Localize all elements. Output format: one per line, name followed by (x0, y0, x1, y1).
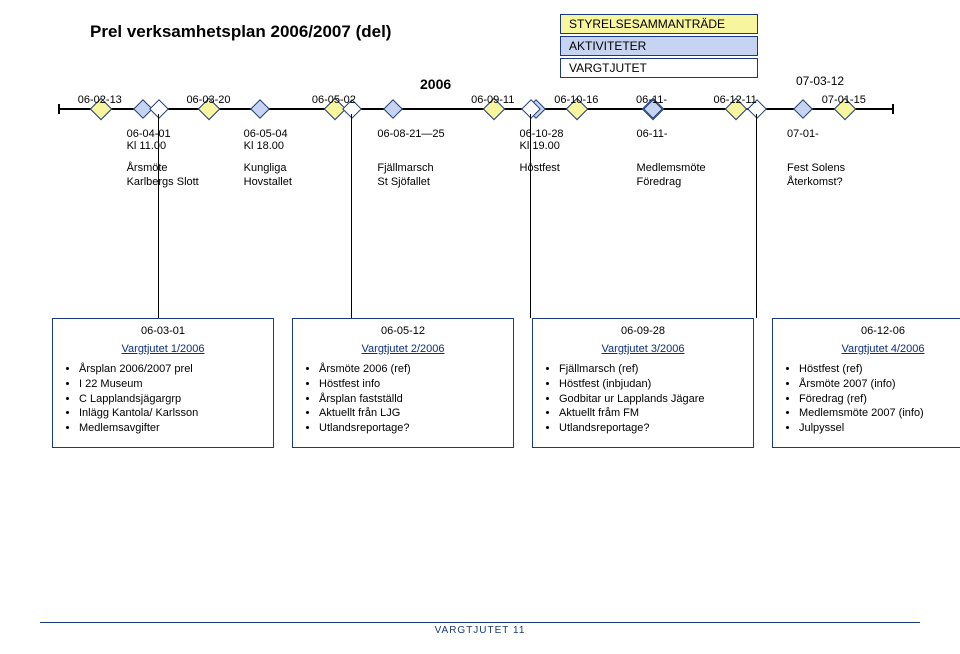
timeline-end-right (892, 104, 894, 114)
timeline-label: 06-11- (622, 94, 682, 106)
panel-list: Årsmöte 2006 (ref)Höstfest infoÅrsplan f… (303, 363, 503, 436)
timeline-activity: 06-10-28Kl 19.00 Höstfest (520, 128, 630, 176)
activity-date: 06-05-04 (244, 128, 354, 140)
top-right-date: 07-03-12 (790, 72, 850, 90)
panel-item: Medlemsavgifter (79, 422, 263, 436)
panel-item: Utlandsreportage? (559, 422, 743, 436)
panel-list: Höstfest (ref)Årsmöte 2007 (info)Föredra… (783, 363, 960, 436)
activity-desc: ÅrsmöteKarlbergs Slott (127, 162, 237, 190)
timeline-activity-marker (383, 99, 403, 119)
timeline-activity: 06-04-01Kl 11.00 ÅrsmöteKarlbergs Slott (127, 128, 237, 190)
panel-item: Höstfest (inbjudan) (559, 378, 743, 392)
issue-panel: 06-05-12 Vargtjutet 2/2006 Årsmöte 2006 (r… (292, 318, 514, 448)
activity-desc: Fest SolensÅterkomst? (787, 162, 897, 190)
timeline-bar (58, 108, 894, 110)
timeline-issue-marker (149, 99, 169, 119)
panel-issue: Vargtjutet 4/2006 (783, 343, 960, 355)
panel-item: Årsplan fastställd (319, 393, 503, 407)
panel-item: Årsmöte 2007 (info) (799, 378, 960, 392)
panel-item: Utlandsreportage? (319, 422, 503, 436)
activity-date: 06-10-28 (520, 128, 630, 140)
panel-item: Julpyssel (799, 422, 960, 436)
activity-date: 06-04-01 (127, 128, 237, 140)
panel-item: Höstfest (ref) (799, 363, 960, 377)
panel-item: Årsplan 2006/2007 prel (79, 363, 263, 377)
panel-date: 06-09-28 (543, 325, 743, 337)
timeline-activity: 06-05-04Kl 18.00 KungligaHovstallet (244, 128, 354, 190)
connector-line (530, 114, 531, 318)
panel-item: Aktuellt från LJG (319, 407, 503, 421)
activity-time: Kl 18.00 (244, 140, 354, 152)
legend: STYRELSESAMMANTRÄDE AKTIVITETER VARGTJUT… (560, 14, 758, 80)
issue-panel: 06-09-28 Vargtjutet 3/2006 Fjällmarsch (re… (532, 318, 754, 448)
activity-date: 06-08-21—25 (377, 128, 487, 140)
timeline-label: 06-12-11 (705, 94, 765, 106)
issue-panel: 06-12-06 Vargtjutet 4/2006 Höstfest (ref)Å… (772, 318, 960, 448)
panel-item: Aktuellt fråm FM (559, 407, 743, 421)
panel-item: C Lapplandsjägargrp (79, 393, 263, 407)
panel-issue: Vargtjutet 3/2006 (543, 343, 743, 355)
panel-date: 06-12-06 (783, 325, 960, 337)
panel-item: Godbitar ur Lapplands Jägare (559, 393, 743, 407)
legend-row-1: STYRELSESAMMANTRÄDE (560, 14, 758, 34)
panels-row: 06-03-01 Vargtjutet 1/2006 Årsplan 2006/20… (52, 318, 960, 448)
timeline-label: 06-05-02 (304, 94, 364, 106)
panel-item: I 22 Museum (79, 378, 263, 392)
year-label: 2006 (420, 76, 451, 92)
activity-date: 06-11- (637, 128, 747, 140)
issue-panel: 06-03-01 Vargtjutet 1/2006 Årsplan 2006/20… (52, 318, 274, 448)
panel-issue: Vargtjutet 1/2006 (63, 343, 263, 355)
activity-time: Kl 19.00 (520, 140, 630, 152)
activity-time: Kl 11.00 (127, 140, 237, 152)
timeline-activity: 06-11- MedlemsmöteFöredrag (637, 128, 747, 190)
panel-list: Fjällmarsch (ref)Höstfest (inbjudan)Godb… (543, 363, 743, 436)
panel-item: Medlemsmöte 2007 (info) (799, 407, 960, 421)
activity-desc: Höstfest (520, 162, 630, 176)
timeline-label: 06-09-11 (463, 94, 523, 106)
panel-item: Föredrag (ref) (799, 393, 960, 407)
footer: VARGTJUTET 11 (40, 622, 920, 636)
connector-line (158, 114, 159, 318)
timeline-label: 07-01-15 (814, 94, 874, 106)
timeline-activity-marker (250, 99, 270, 119)
timeline-activity-marker (793, 99, 813, 119)
panel-item: Inlägg Kantola/ Karlsson (79, 407, 263, 421)
timeline-label: 06-10-16 (546, 94, 606, 106)
panel-issue: Vargtjutet 2/2006 (303, 343, 503, 355)
timeline-end-left (58, 104, 60, 114)
legend-row-3: VARGTJUTET (560, 58, 758, 78)
legend-row-2: AKTIVITETER (560, 36, 758, 56)
activity-date: 07-01- (787, 128, 897, 140)
panel-item: Fjällmarsch (ref) (559, 363, 743, 377)
panel-item: Årsmöte 2006 (ref) (319, 363, 503, 377)
connector-line (756, 114, 757, 318)
timeline-activity: 07-01- Fest SolensÅterkomst? (787, 128, 897, 190)
timeline-label: 06-03-20 (178, 94, 238, 106)
timeline-label: 06-02-13 (70, 94, 130, 106)
activity-desc: FjällmarschSt Sjöfallet (377, 162, 487, 190)
panel-item: Höstfest info (319, 378, 503, 392)
connector-line (351, 114, 352, 318)
activity-desc: KungligaHovstallet (244, 162, 354, 190)
panel-date: 06-03-01 (63, 325, 263, 337)
activity-desc: MedlemsmöteFöredrag (637, 162, 747, 190)
page-title: Prel verksamhetsplan 2006/2007 (del) (90, 22, 391, 42)
panel-list: Årsplan 2006/2007 prelI 22 MuseumC Lappl… (63, 363, 263, 436)
timeline-activity: 06-08-21—25 FjällmarschSt Sjöfallet (377, 128, 487, 190)
panel-date: 06-05-12 (303, 325, 503, 337)
